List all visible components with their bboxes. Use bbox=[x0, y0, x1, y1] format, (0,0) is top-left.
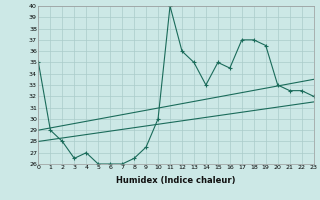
X-axis label: Humidex (Indice chaleur): Humidex (Indice chaleur) bbox=[116, 176, 236, 185]
